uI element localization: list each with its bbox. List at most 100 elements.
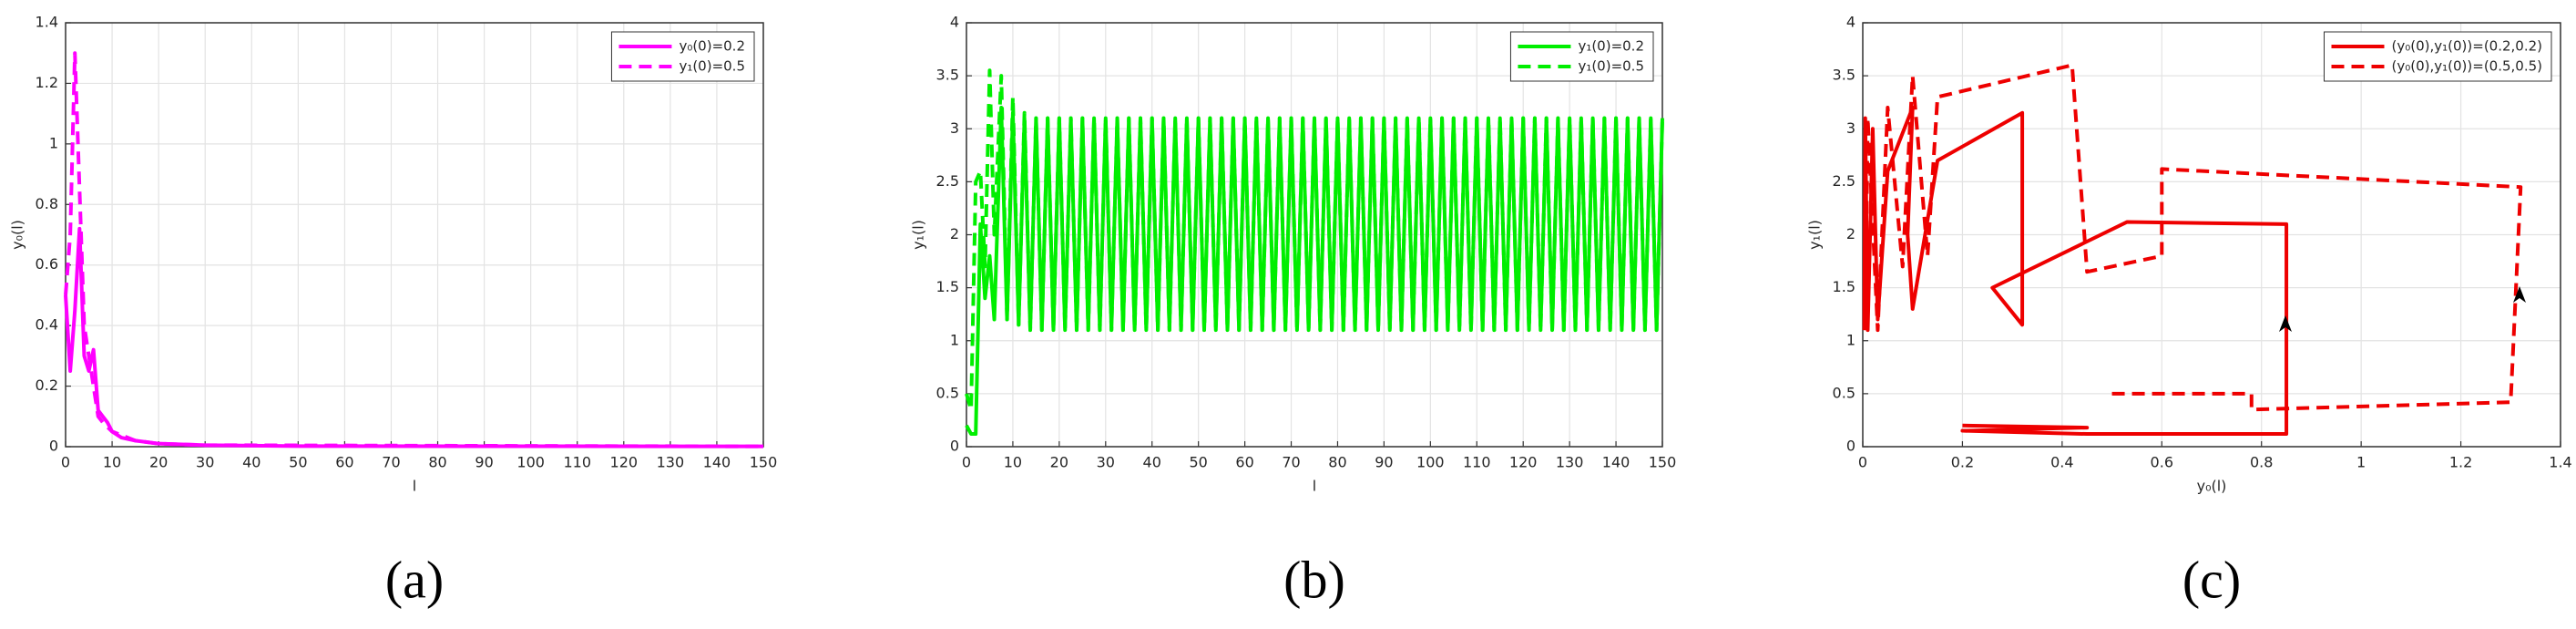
x-tick-label: 60 (335, 454, 353, 471)
y-tick-label: 1.5 (936, 278, 959, 295)
y-tick-label: 3 (1846, 119, 1855, 137)
legend: y₁(0)=0.2 y₁(0)=0.5 (1509, 31, 1654, 82)
series-line (965, 68, 1664, 412)
x-tick-label: 50 (1189, 454, 1207, 471)
y-tick-label: 4 (1846, 14, 1855, 31)
direction-arrow (2513, 286, 2526, 303)
y-tick-label: 3.5 (936, 67, 959, 84)
x-tick-label: 0.6 (2151, 454, 2173, 471)
x-tick-label: 90 (1375, 454, 1393, 471)
x-tick-label: 90 (475, 454, 493, 471)
x-tick-label: 0 (1858, 454, 1867, 471)
y-tick-label: 0.6 (36, 255, 58, 273)
y-tick-label: 0.5 (1833, 384, 1855, 401)
y-tick-label: 0.5 (936, 384, 959, 401)
x-tick-label: 60 (1235, 454, 1253, 471)
axes: 0 10 20 30 40 50 60 70 80 90 100 110 120 130 140 150 0 0.… (36, 14, 778, 471)
series-line (64, 51, 764, 449)
x-tick-label: 110 (1463, 454, 1491, 471)
x-axis-label: l (1313, 478, 1316, 495)
y-tick-label: 1 (950, 331, 959, 348)
y-tick-label: 2.5 (936, 172, 959, 190)
caption: (a) (385, 550, 444, 609)
y-tick-label: 3 (950, 119, 959, 137)
x-tick-label: 1.4 (2549, 454, 2571, 471)
legend-box (1509, 31, 1654, 82)
x-tick-label: 1 (2356, 454, 2366, 471)
y-tick-label: 1.2 (36, 74, 58, 91)
x-tick-label: 0.2 (1951, 454, 1974, 471)
x-tick-label: 0 (61, 454, 70, 471)
y-tick-label: 1 (49, 134, 58, 151)
x-tick-label: 140 (703, 454, 731, 471)
legend-label: y₁(0)=0.5 (679, 58, 745, 75)
axes-box (1862, 22, 2561, 448)
y-tick-label: 0.2 (36, 376, 58, 394)
x-tick-label: 10 (103, 454, 121, 471)
y-tick-label: 0 (950, 438, 959, 455)
x-tick-label: 110 (563, 454, 591, 471)
legend-box (610, 31, 755, 82)
x-tick-label: 0 (962, 454, 971, 471)
legend: y₀(0)=0.2 y₁(0)=0.5 (610, 31, 755, 82)
y-tick-label: 2 (1846, 225, 1855, 242)
x-tick-label: 140 (1602, 454, 1630, 471)
y-axis-label: y₀(l) (9, 220, 26, 250)
x-tick-label: 1.2 (2449, 454, 2472, 471)
x-tick-label: 100 (1416, 454, 1445, 471)
legend: (y₀(0),y₁(0))=(0.2,0.2) (y₀(0),y₁(0))=(0.… (2324, 31, 2552, 82)
x-tick-label: 100 (516, 454, 545, 471)
y-tick-label: 0 (49, 438, 58, 455)
y-tick-label: 0 (1846, 438, 1855, 455)
x-tick-label: 130 (1556, 454, 1584, 471)
y-tick-label: 3.5 (1833, 67, 1855, 84)
y-tick-label: 1.4 (36, 14, 58, 31)
y-tick-label: 4 (950, 14, 959, 31)
legend-label: y₁(0)=0.5 (1578, 58, 1644, 75)
y-tick-label: 2.5 (1833, 172, 1855, 190)
x-tick-label: 150 (750, 454, 778, 471)
x-tick-label: 0.8 (2250, 454, 2273, 471)
x-axis-label: l (413, 478, 416, 495)
x-tick-label: 40 (1143, 454, 1161, 471)
x-tick-label: 120 (1509, 454, 1538, 471)
x-tick-label: 20 (1050, 454, 1068, 471)
axes: 0 0.2 0.4 0.6 0.8 1 1.2 1.4 0 0.5 1 1.5 2 2.5 3 3.5 4 (1833, 14, 2572, 471)
x-tick-label: 50 (289, 454, 307, 471)
x-tick-label: 80 (428, 454, 446, 471)
y-axis-label: y₁(l) (910, 220, 927, 250)
legend-label: y₁(0)=0.2 (1578, 38, 1644, 55)
legend-box (2324, 31, 2552, 82)
x-tick-label: 120 (610, 454, 639, 471)
series-line (1863, 63, 2523, 412)
y-tick-label: 1 (1846, 331, 1855, 348)
x-tick-label: 40 (242, 454, 261, 471)
x-tick-label: 150 (1649, 454, 1677, 471)
x-axis-label: y₀(l) (2197, 478, 2227, 495)
caption: (c) (2182, 550, 2241, 609)
x-tick-label: 0.4 (2050, 454, 2073, 471)
x-tick-label: 10 (1004, 454, 1022, 471)
x-tick-label: 30 (196, 454, 214, 471)
x-tick-label: 130 (657, 454, 685, 471)
x-tick-label: 80 (1328, 454, 1346, 471)
x-tick-label: 20 (149, 454, 168, 471)
direction-arrow (2279, 315, 2292, 332)
y-tick-label: 1.5 (1833, 278, 1855, 295)
x-tick-label: 70 (1282, 454, 1300, 471)
y-tick-label: 0.4 (36, 316, 58, 334)
axes-box (966, 22, 1663, 448)
x-tick-label: 70 (382, 454, 400, 471)
legend-label: y₀(0)=0.2 (679, 38, 745, 55)
legend-label: (y₀(0),y₁(0))=(0.5,0.5) (2392, 58, 2543, 75)
y-axis-label: y₁(l) (1806, 220, 1824, 250)
y-tick-label: 2 (950, 225, 959, 242)
caption: (b) (1283, 550, 1345, 609)
series-line (1862, 106, 2289, 437)
y-tick-label: 0.8 (36, 195, 58, 212)
x-tick-label: 30 (1097, 454, 1115, 471)
legend-label: (y₀(0),y₁(0))=(0.2,0.2) (2392, 38, 2543, 55)
